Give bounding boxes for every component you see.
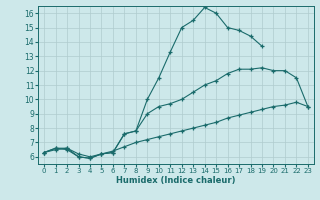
X-axis label: Humidex (Indice chaleur): Humidex (Indice chaleur): [116, 176, 236, 185]
